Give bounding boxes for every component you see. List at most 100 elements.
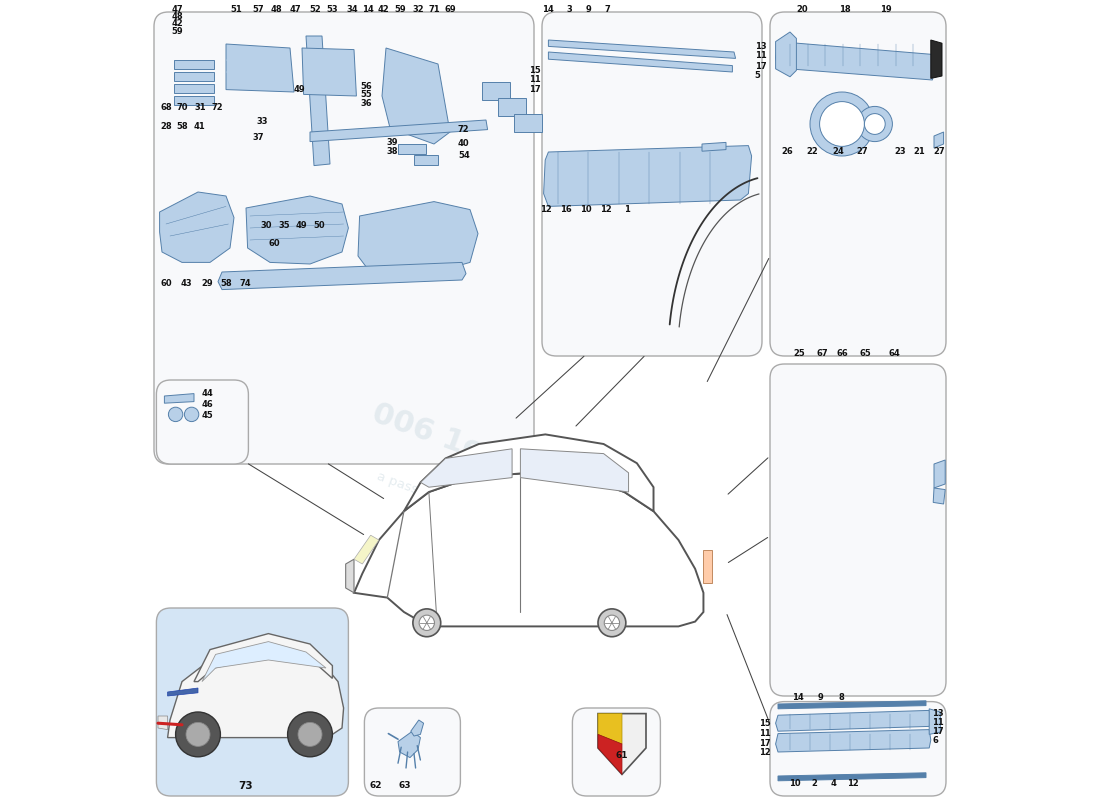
Text: 58: 58 — [220, 279, 232, 289]
Polygon shape — [776, 32, 796, 77]
Polygon shape — [549, 40, 736, 58]
Polygon shape — [202, 642, 326, 682]
Polygon shape — [226, 44, 294, 92]
Text: 14: 14 — [362, 5, 374, 14]
Polygon shape — [404, 434, 653, 511]
Text: 13: 13 — [933, 709, 944, 718]
Text: 11: 11 — [933, 718, 944, 727]
Polygon shape — [354, 473, 703, 626]
Polygon shape — [218, 262, 466, 290]
Text: 64: 64 — [888, 349, 900, 358]
Text: 50: 50 — [314, 221, 324, 230]
Polygon shape — [420, 449, 513, 487]
Circle shape — [598, 609, 626, 637]
Text: 63: 63 — [398, 781, 410, 790]
FancyBboxPatch shape — [156, 608, 349, 796]
Polygon shape — [164, 394, 194, 403]
Circle shape — [287, 712, 332, 757]
Text: 62: 62 — [370, 781, 382, 790]
Text: 21: 21 — [914, 147, 925, 157]
Circle shape — [186, 722, 210, 746]
Text: 41: 41 — [194, 122, 206, 131]
Polygon shape — [174, 84, 214, 93]
Text: 2: 2 — [811, 779, 817, 789]
Text: 33: 33 — [256, 117, 268, 126]
Text: 45: 45 — [202, 411, 213, 421]
Text: 42: 42 — [172, 19, 183, 29]
Text: 44: 44 — [202, 389, 213, 398]
Text: 72: 72 — [458, 125, 470, 134]
Polygon shape — [776, 730, 931, 752]
Text: 14: 14 — [792, 693, 804, 702]
Text: 12: 12 — [540, 205, 552, 214]
Text: 17: 17 — [529, 85, 540, 94]
Text: 59: 59 — [172, 26, 183, 36]
Polygon shape — [398, 144, 426, 154]
Polygon shape — [158, 716, 167, 730]
Text: 37: 37 — [252, 133, 264, 142]
Circle shape — [865, 114, 886, 134]
Text: 15: 15 — [759, 719, 771, 729]
Polygon shape — [933, 488, 945, 504]
Text: 70: 70 — [176, 103, 188, 113]
FancyBboxPatch shape — [364, 708, 461, 796]
Text: 31: 31 — [194, 103, 206, 113]
Polygon shape — [703, 550, 712, 583]
Text: 17: 17 — [755, 62, 767, 71]
Text: 27: 27 — [933, 147, 945, 157]
FancyBboxPatch shape — [572, 708, 660, 796]
Polygon shape — [931, 40, 942, 78]
Text: 38: 38 — [386, 147, 397, 157]
Polygon shape — [776, 710, 931, 731]
Text: a passion for parts since: a passion for parts since — [375, 470, 532, 538]
Polygon shape — [498, 98, 526, 116]
Polygon shape — [520, 449, 628, 492]
Text: 13: 13 — [755, 42, 767, 51]
Text: 28: 28 — [161, 122, 172, 131]
Text: 53: 53 — [327, 5, 338, 14]
Text: 27: 27 — [856, 147, 868, 157]
Text: 26: 26 — [781, 147, 793, 157]
Circle shape — [176, 712, 220, 757]
Polygon shape — [160, 192, 234, 262]
Text: 006 1eports: 006 1eports — [367, 399, 572, 497]
Text: 12: 12 — [847, 779, 859, 789]
Polygon shape — [598, 714, 622, 744]
FancyBboxPatch shape — [156, 380, 249, 464]
Text: 74: 74 — [240, 279, 251, 289]
Polygon shape — [246, 196, 349, 264]
Polygon shape — [778, 773, 926, 781]
Text: 47: 47 — [172, 5, 183, 14]
Text: 10: 10 — [789, 779, 801, 789]
Polygon shape — [354, 535, 379, 564]
Text: 47: 47 — [289, 5, 301, 14]
FancyBboxPatch shape — [770, 364, 946, 696]
Polygon shape — [930, 709, 940, 734]
Polygon shape — [934, 132, 944, 148]
Circle shape — [810, 92, 875, 156]
Text: 19: 19 — [880, 5, 892, 14]
Text: 48: 48 — [271, 5, 283, 14]
Polygon shape — [310, 120, 487, 142]
Text: 17: 17 — [933, 726, 944, 736]
Polygon shape — [514, 114, 542, 132]
Text: 18: 18 — [838, 5, 850, 14]
Text: 25: 25 — [794, 349, 805, 358]
Text: 14: 14 — [542, 5, 554, 14]
FancyBboxPatch shape — [154, 12, 534, 464]
Text: 6: 6 — [933, 736, 938, 746]
Circle shape — [604, 615, 619, 630]
Polygon shape — [167, 646, 343, 738]
Text: 22: 22 — [806, 147, 818, 157]
Text: 55: 55 — [361, 90, 372, 99]
Polygon shape — [598, 734, 622, 774]
Text: 48: 48 — [172, 12, 183, 22]
Text: 5: 5 — [755, 71, 761, 81]
Text: 49: 49 — [294, 85, 306, 94]
Text: 10: 10 — [580, 205, 592, 214]
Text: 4: 4 — [830, 779, 836, 789]
Polygon shape — [167, 688, 198, 696]
Polygon shape — [549, 52, 733, 72]
FancyBboxPatch shape — [542, 12, 762, 356]
Circle shape — [412, 609, 441, 637]
